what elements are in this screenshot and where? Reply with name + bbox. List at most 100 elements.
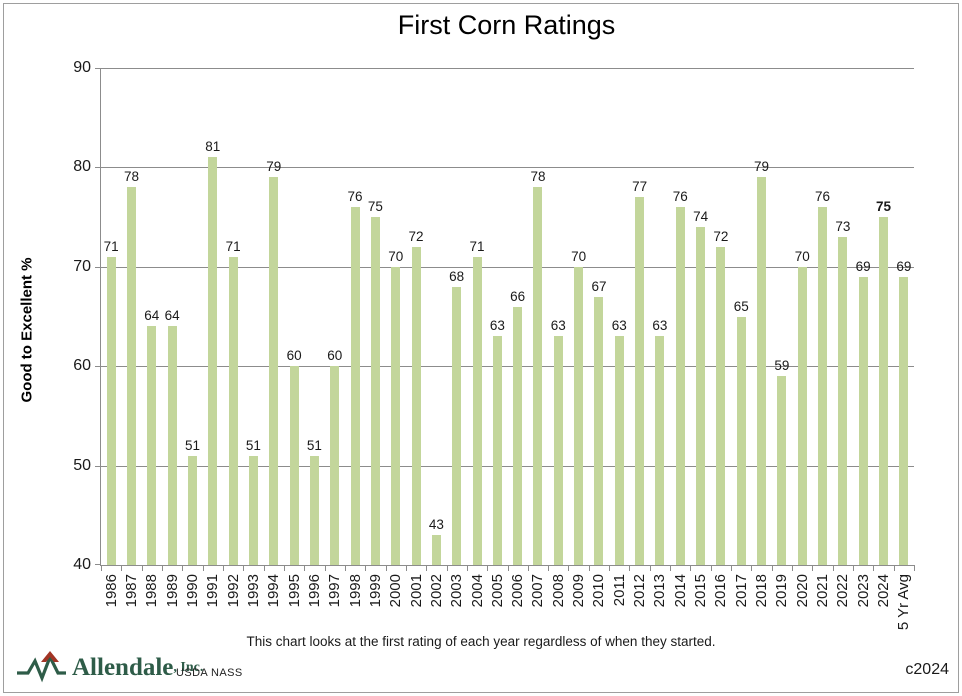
y-axis-tick-50 (95, 465, 101, 467)
bar-1995 (289, 366, 299, 565)
x-label-2014: 2014 (671, 574, 689, 608)
x-axis-tick-22 (548, 565, 550, 571)
x-axis-tick-14 (385, 565, 387, 571)
x-axis-tick-19 (487, 565, 489, 571)
x-label-2003: 2003 (448, 574, 466, 608)
value-label-1999: 75 (367, 199, 383, 215)
x-label-2011: 2011 (610, 574, 628, 607)
x-axis-tick-40 (914, 565, 915, 571)
value-label-1986: 71 (103, 238, 119, 254)
x-axis-tick-24 (588, 565, 590, 571)
value-label-2015: 74 (693, 209, 709, 225)
x-label-1996: 1996 (305, 574, 323, 608)
x-axis-tick-2 (141, 565, 143, 571)
bar-1991 (208, 157, 218, 565)
value-label-2022: 73 (835, 218, 851, 234)
x-axis-tick-31 (731, 565, 733, 571)
y-axis-tick-90 (95, 68, 101, 69)
value-label-1991: 81 (205, 139, 221, 155)
value-label-1996: 51 (306, 437, 322, 453)
y-axis-title: Good to Excellent % (18, 257, 36, 403)
value-label-1995: 60 (286, 348, 302, 364)
x-axis-tick-20 (507, 565, 509, 571)
x-label-2015: 2015 (692, 574, 710, 608)
bar-2001 (411, 246, 421, 565)
value-label-2011: 63 (611, 318, 627, 334)
bar-2020 (797, 266, 807, 565)
x-axis-tick-6 (222, 565, 224, 571)
x-label-1995: 1995 (285, 574, 303, 608)
x-label-2023: 2023 (854, 574, 872, 608)
y-axis-tick-70 (95, 266, 101, 268)
value-label-5 Yr Avg: 69 (896, 258, 912, 274)
bar-1993 (248, 455, 258, 565)
bar-2019 (777, 376, 787, 565)
x-axis-tick-8 (263, 565, 265, 571)
bar-1992 (228, 256, 238, 565)
x-label-1989: 1989 (163, 574, 181, 608)
value-label-1997: 60 (327, 348, 343, 364)
bar-2011 (614, 336, 624, 565)
gridline-80 (101, 167, 914, 169)
x-label-2004: 2004 (468, 574, 486, 608)
x-axis-tick-29 (690, 565, 692, 571)
x-axis-tick-28 (670, 565, 672, 571)
value-label-2013: 63 (652, 318, 668, 334)
plot-area: 40 50 60 70 80 90 71 1986 78 1987 64 1988 64 1989 51 19… (73, 59, 915, 630)
value-label-2020: 70 (794, 248, 810, 264)
x-label-1997: 1997 (326, 574, 344, 608)
x-axis-tick-18 (466, 565, 468, 571)
value-label-1993: 51 (245, 437, 261, 453)
x-label-2002: 2002 (427, 574, 445, 608)
brand-name: Allendale (72, 654, 174, 681)
x-axis-tick-16 (426, 565, 428, 571)
value-label-1998: 76 (347, 189, 363, 205)
value-label-2007: 78 (530, 169, 546, 185)
x-axis-tick-34 (792, 565, 794, 571)
x-label-2021: 2021 (814, 574, 832, 608)
value-label-2004: 71 (469, 238, 485, 254)
value-label-2002: 43 (428, 517, 444, 533)
value-label-2005: 63 (489, 318, 505, 334)
x-axis-tick-37 (853, 565, 855, 571)
x-axis-tick-11 (324, 565, 326, 571)
x-axis-tick-23 (568, 565, 570, 571)
x-label-2001: 2001 (407, 574, 425, 608)
x-label-1986: 1986 (102, 574, 120, 608)
bar-2002 (431, 535, 441, 565)
value-label-2003: 68 (449, 268, 465, 284)
value-label-2006: 66 (510, 288, 526, 304)
bar-2005 (492, 336, 502, 565)
value-label-1992: 71 (225, 238, 241, 254)
allendale-logo: Allendale, Inc. (14, 648, 203, 688)
x-label-2024: 2024 (875, 574, 892, 608)
x-label-1998: 1998 (346, 574, 364, 608)
bar-1989 (167, 326, 177, 565)
bar-1990 (187, 455, 197, 565)
x-axis-tick-10 (304, 565, 306, 571)
bar-2007 (533, 187, 543, 565)
y-tick-label-70: 70 (73, 257, 91, 275)
x-label-2019: 2019 (773, 574, 791, 608)
x-label-2020: 2020 (793, 574, 811, 608)
value-label-2009: 70 (571, 248, 587, 264)
bar-2018 (757, 177, 767, 565)
gridline-60 (101, 366, 914, 368)
value-label-2024: 75 (875, 199, 892, 215)
gridline-50 (101, 465, 914, 467)
x-axis-tick-30 (710, 565, 712, 571)
brand-suffix: , Inc. (173, 660, 204, 675)
x-axis-tick-9 (283, 565, 285, 571)
bar-2000 (391, 266, 401, 565)
x-axis-tick-35 (812, 565, 814, 571)
value-label-2008: 63 (550, 318, 566, 334)
bar-2006 (513, 306, 523, 565)
x-axis-tick-0 (101, 565, 102, 571)
bar-1997 (330, 366, 340, 565)
value-label-1994: 79 (266, 159, 282, 175)
x-label-2016: 2016 (712, 574, 730, 608)
x-label-2012: 2012 (631, 574, 649, 608)
gridline-70 (101, 266, 914, 268)
x-label-2013: 2013 (651, 574, 669, 608)
y-tick-label-50: 50 (73, 456, 91, 474)
